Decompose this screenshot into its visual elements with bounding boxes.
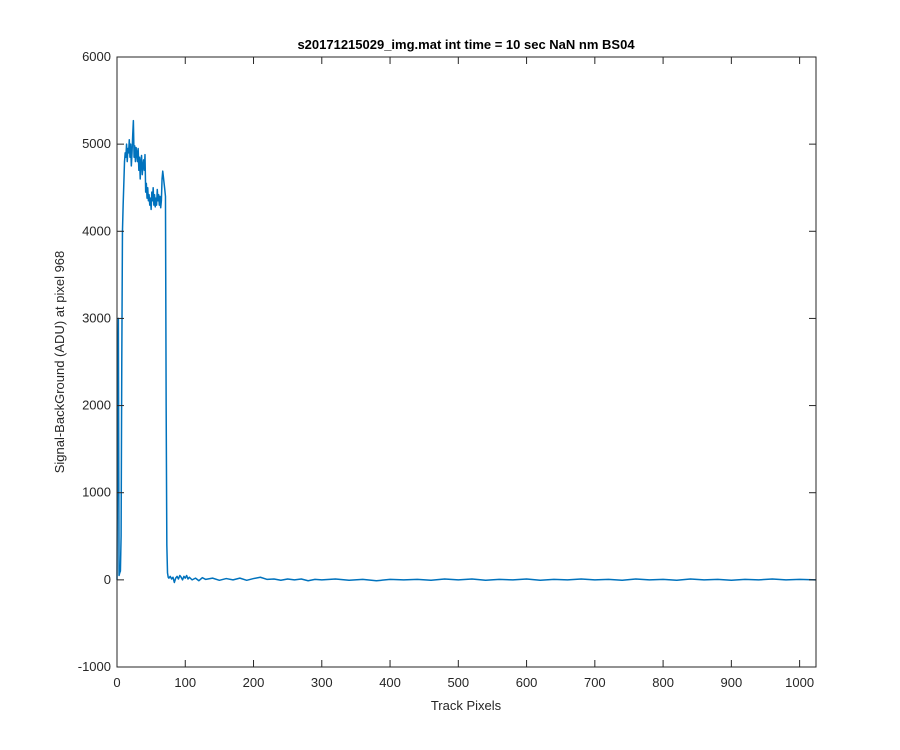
x-tick-label: 700: [584, 675, 606, 690]
y-tick-label: -1000: [78, 659, 111, 674]
series-layer: [116, 119, 817, 584]
y-tick-label: 5000: [82, 136, 111, 151]
y-tick-label: 0: [104, 572, 111, 587]
y-tick-label: 4000: [82, 223, 111, 238]
x-tick-label: 100: [174, 675, 196, 690]
y-axis-label: Signal-BackGround (ADU) at pixel 968: [52, 251, 67, 474]
y-tick-label: 1000: [82, 485, 111, 500]
y-tick-label: 2000: [82, 398, 111, 413]
ticks-layer: 0 100 200 300 400 500 600 700 800 900 1000-1000010…: [78, 49, 816, 690]
y-tick-label: 3000: [82, 310, 111, 325]
plot-area: [117, 57, 816, 667]
x-tick-label: 400: [379, 675, 401, 690]
x-tick-label: 200: [243, 675, 265, 690]
x-tick-label: 500: [447, 675, 469, 690]
x-tick-label: 1000: [785, 675, 814, 690]
x-axis-label: Track Pixels: [431, 698, 502, 713]
x-tick-label: 0: [113, 675, 120, 690]
x-tick-label: 800: [652, 675, 674, 690]
axes-box: [116, 56, 817, 668]
x-tick-label: 300: [311, 675, 333, 690]
x-tick-label: 900: [721, 675, 743, 690]
series-line: [116, 119, 817, 584]
chart-title: s20171215029_img.mat int time = 10 sec N…: [297, 37, 635, 52]
x-tick-label: 600: [516, 675, 538, 690]
y-tick-label: 6000: [82, 49, 111, 64]
